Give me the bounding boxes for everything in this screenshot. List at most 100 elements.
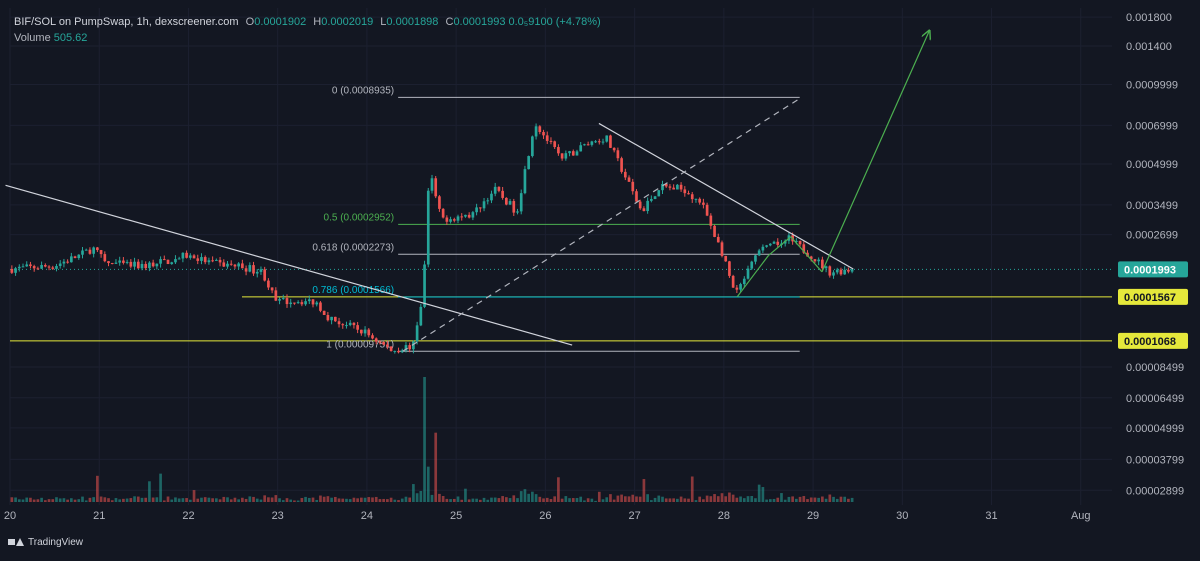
candle-body[interactable]	[434, 178, 438, 197]
candle-body[interactable]	[590, 141, 594, 145]
candle-body[interactable]	[17, 266, 21, 269]
candle-body[interactable]	[55, 266, 58, 269]
candle-body[interactable]	[218, 259, 222, 263]
candle-body[interactable]	[739, 284, 742, 290]
candle-body[interactable]	[363, 329, 367, 334]
candle-body[interactable]	[333, 316, 337, 322]
candle-body[interactable]	[374, 338, 378, 342]
candle-body[interactable]	[445, 217, 449, 222]
candle-body[interactable]	[382, 342, 385, 345]
candle-body[interactable]	[754, 255, 757, 262]
candle-body[interactable]	[188, 255, 192, 258]
candle-body[interactable]	[571, 151, 575, 156]
candle-body[interactable]	[620, 158, 623, 172]
candle-body[interactable]	[408, 345, 412, 350]
candle-body[interactable]	[192, 255, 196, 259]
candle-body[interactable]	[144, 263, 148, 269]
candle-body[interactable]	[623, 171, 627, 178]
trendline[interactable]	[598, 122, 854, 270]
candle-body[interactable]	[307, 299, 311, 302]
candle-body[interactable]	[14, 268, 17, 273]
price-axis[interactable]: 0.001800 0.001400 0.0009999 0.0006999 0.0004…	[1118, 12, 1188, 497]
candle-body[interactable]	[10, 268, 14, 273]
candle-body[interactable]	[174, 259, 177, 263]
candle-body[interactable]	[136, 261, 140, 269]
candle-body[interactable]	[698, 198, 702, 203]
candle-body[interactable]	[802, 244, 806, 253]
candle-body[interactable]	[356, 325, 359, 330]
candle-body[interactable]	[508, 201, 512, 205]
candle-body[interactable]	[560, 153, 564, 159]
candle-body[interactable]	[776, 241, 780, 245]
candle-body[interactable]	[761, 246, 765, 251]
candle-body[interactable]	[824, 266, 828, 269]
candle-body[interactable]	[523, 169, 527, 194]
candle-body[interactable]	[798, 240, 802, 245]
candle-body[interactable]	[352, 322, 356, 326]
candle-body[interactable]	[371, 335, 374, 339]
candle-body[interactable]	[133, 261, 136, 267]
candle-body[interactable]	[47, 266, 51, 268]
candle-body[interactable]	[817, 259, 820, 262]
candle-body[interactable]	[653, 196, 657, 200]
candle-body[interactable]	[583, 144, 586, 146]
projection-arrow[interactable]	[821, 31, 929, 273]
candle-body[interactable]	[285, 298, 289, 305]
candle-body[interactable]	[419, 306, 423, 326]
candle-body[interactable]	[657, 190, 661, 197]
candle-body[interactable]	[627, 177, 631, 182]
candle-body[interactable]	[215, 259, 218, 261]
candle-body[interactable]	[426, 190, 430, 265]
candle-body[interactable]	[140, 263, 144, 269]
candle-body[interactable]	[293, 302, 296, 304]
candle-body[interactable]	[400, 350, 404, 353]
candle-body[interactable]	[125, 261, 129, 263]
candle-body[interactable]	[471, 212, 475, 218]
candle-body[interactable]	[274, 290, 278, 301]
candle-body[interactable]	[538, 126, 542, 133]
candle-body[interactable]	[839, 269, 843, 275]
candle-body[interactable]	[345, 325, 348, 327]
candle-body[interactable]	[170, 262, 174, 265]
candle-body[interactable]	[750, 261, 754, 269]
candle-body[interactable]	[196, 258, 200, 261]
candle-body[interactable]	[631, 181, 635, 192]
candle-body[interactable]	[319, 302, 322, 311]
candle-body[interactable]	[207, 260, 211, 263]
candle-body[interactable]	[21, 266, 25, 268]
candle-body[interactable]	[716, 236, 720, 243]
candle-body[interactable]	[735, 287, 739, 290]
candle-body[interactable]	[612, 147, 616, 151]
candle-body[interactable]	[601, 141, 605, 143]
candle-body[interactable]	[263, 269, 267, 281]
candle-body[interactable]	[341, 324, 345, 326]
candle-body[interactable]	[81, 250, 84, 255]
candle-body[interactable]	[389, 346, 393, 352]
candle-body[interactable]	[460, 216, 464, 218]
candle-body[interactable]	[99, 250, 103, 255]
candle-body[interactable]	[519, 193, 523, 212]
candle-body[interactable]	[66, 261, 69, 263]
candle-body[interactable]	[809, 256, 813, 260]
candle-body[interactable]	[278, 299, 281, 301]
candle-body[interactable]	[795, 240, 798, 242]
candle-body[interactable]	[244, 268, 248, 272]
candle-body[interactable]	[575, 151, 579, 156]
candle-body[interactable]	[609, 135, 612, 148]
candle-body[interactable]	[159, 259, 162, 264]
candle-body[interactable]	[724, 255, 728, 262]
candle-body[interactable]	[650, 199, 653, 201]
candle-body[interactable]	[534, 126, 538, 137]
candle-body[interactable]	[542, 132, 545, 136]
symbol-label[interactable]: BIF/SOL on PumpSwap, 1h, dexscreener.com	[14, 16, 239, 28]
candle-body[interactable]	[43, 265, 47, 267]
candle-body[interactable]	[564, 153, 568, 159]
candle-body[interactable]	[709, 215, 713, 226]
candle-body[interactable]	[404, 345, 408, 351]
candle-body[interactable]	[386, 344, 389, 347]
candle-body[interactable]	[638, 201, 642, 209]
candle-body[interactable]	[337, 321, 341, 325]
candle-body[interactable]	[129, 261, 133, 267]
candle-body[interactable]	[545, 135, 549, 141]
